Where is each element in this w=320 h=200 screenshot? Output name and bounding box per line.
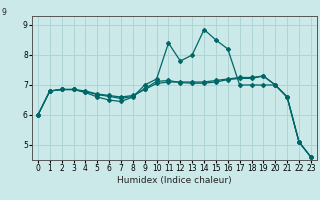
- Text: 9: 9: [2, 8, 6, 17]
- X-axis label: Humidex (Indice chaleur): Humidex (Indice chaleur): [117, 176, 232, 185]
